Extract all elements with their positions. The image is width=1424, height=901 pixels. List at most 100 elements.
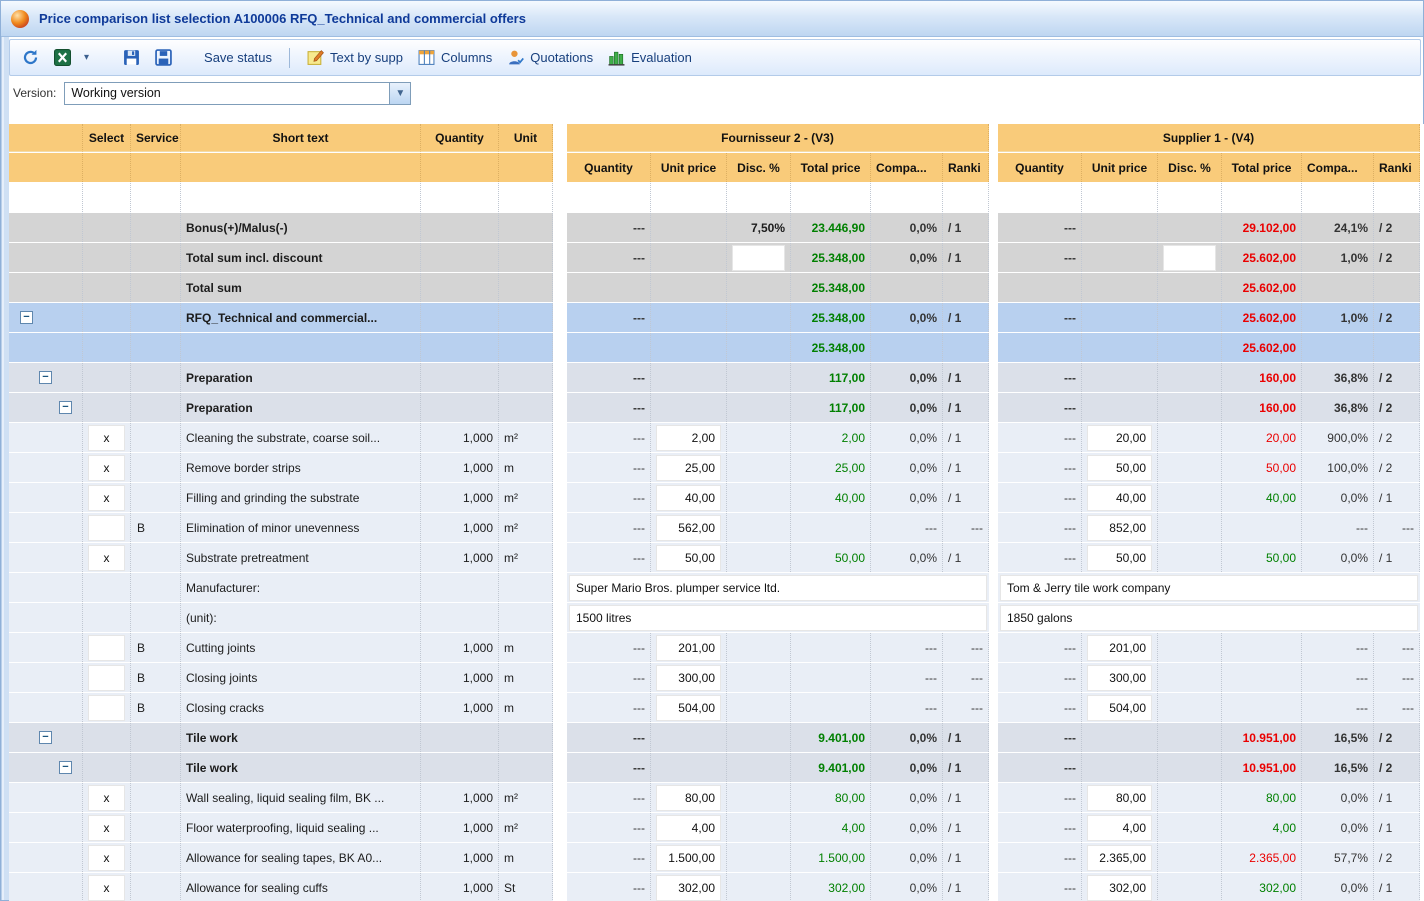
table-row[interactable]: xRemove border strips1,000m---25,0025,00… xyxy=(9,453,1424,483)
f2-discount-input[interactable] xyxy=(732,245,785,271)
column-header-unit[interactable]: Unit xyxy=(499,124,553,152)
subheader-s1-discount[interactable]: Disc. % xyxy=(1158,153,1222,182)
subheader-s1-quantity[interactable]: Quantity xyxy=(998,153,1082,182)
subheader-s1-comparison[interactable]: Compa... xyxy=(1302,153,1374,182)
s1-info-input[interactable]: Tom & Jerry tile work company xyxy=(1000,575,1418,601)
table-row[interactable]: xFilling and grinding the substrate1,000… xyxy=(9,483,1424,513)
table-row[interactable]: −Tile work---9.401,000,0%/ 1---10.951,00… xyxy=(9,753,1424,783)
s1-unit-price-input[interactable]: 40,00 xyxy=(1087,485,1152,511)
quotations-button[interactable]: Quotations xyxy=(503,46,597,69)
s1-info-input[interactable]: 1850 galons xyxy=(1000,605,1418,631)
column-header-short-text[interactable]: Short text xyxy=(181,124,421,152)
collapse-expander-icon[interactable]: − xyxy=(20,311,33,324)
subheader-f2-ranking[interactable]: Ranki xyxy=(943,153,989,182)
select-checkbox[interactable]: x xyxy=(88,785,125,811)
collapse-expander-icon[interactable]: − xyxy=(59,761,72,774)
subheader-s1-total-price[interactable]: Total price xyxy=(1222,153,1302,182)
f2-unit-price-input[interactable]: 80,00 xyxy=(656,785,721,811)
subheader-f2-unit-price[interactable]: Unit price xyxy=(651,153,727,182)
select-checkbox[interactable]: x xyxy=(88,425,125,451)
table-row[interactable]: Total sum25.348,0025.602,00 xyxy=(9,273,1424,303)
table-row[interactable]: BClosing cracks1,000m---504,00---------5… xyxy=(9,693,1424,723)
supplier-group-header-2[interactable]: Supplier 1 - (V4) xyxy=(998,124,1420,152)
subheader-f2-comparison[interactable]: Compa... xyxy=(871,153,943,182)
select-checkbox[interactable]: x xyxy=(88,455,125,481)
f2-unit-price-input[interactable]: 504,00 xyxy=(656,695,721,721)
s1-unit-price-input[interactable]: 4,00 xyxy=(1087,815,1152,841)
table-row[interactable]: BCutting joints1,000m---201,00---------2… xyxy=(9,633,1424,663)
f2-unit-price-input[interactable]: 562,00 xyxy=(656,515,721,541)
s1-unit-price-input[interactable]: 504,00 xyxy=(1087,695,1152,721)
table-row[interactable]: −Preparation---117,000,0%/ 1---160,0036,… xyxy=(9,363,1424,393)
column-header-select[interactable]: Select xyxy=(83,124,131,152)
table-row[interactable]: Bonus(+)/Malus(-)---7,50%23.446,900,0%/ … xyxy=(9,213,1424,243)
select-checkbox[interactable]: x xyxy=(88,545,125,571)
f2-unit-price-input[interactable]: 201,00 xyxy=(656,635,721,661)
s1-unit-price-input[interactable]: 50,00 xyxy=(1087,455,1152,481)
table-row[interactable]: xAllowance for sealing cuffs1,000St---30… xyxy=(9,873,1424,901)
select-checkbox[interactable]: x xyxy=(88,875,125,901)
table-row[interactable]: BElimination of minor unevenness1,000m²-… xyxy=(9,513,1424,543)
table-row[interactable]: Manufacturer:Super Mario Bros. plumper s… xyxy=(9,573,1424,603)
columns-button[interactable]: Columns xyxy=(414,46,496,69)
subheader-f2-quantity[interactable]: Quantity xyxy=(567,153,651,182)
select-checkbox[interactable]: x xyxy=(88,845,125,871)
column-header-expander[interactable] xyxy=(9,124,83,152)
refresh-button[interactable] xyxy=(18,46,43,69)
f2-unit-price-input[interactable]: 25,00 xyxy=(656,455,721,481)
select-checkbox[interactable] xyxy=(88,515,125,541)
subheader-s1-unit-price[interactable]: Unit price xyxy=(1082,153,1158,182)
select-checkbox[interactable] xyxy=(88,665,125,691)
s1-unit-price-input[interactable]: 852,00 xyxy=(1087,515,1152,541)
f2-unit-price-input[interactable]: 50,00 xyxy=(656,545,721,571)
table-row[interactable]: −Tile work---9.401,000,0%/ 1---10.951,00… xyxy=(9,723,1424,753)
s1-unit-price-input[interactable]: 201,00 xyxy=(1087,635,1152,661)
table-row[interactable]: xWall sealing, liquid sealing film, BK .… xyxy=(9,783,1424,813)
excel-dropdown-button[interactable]: ▾ xyxy=(82,50,91,65)
f2-info-input[interactable]: 1500 litres xyxy=(569,605,987,631)
version-input[interactable]: Working version xyxy=(64,82,390,105)
collapse-expander-icon[interactable]: − xyxy=(39,371,52,384)
table-row[interactable]: −Preparation---117,000,0%/ 1---160,0036,… xyxy=(9,393,1424,423)
f2-unit-price-input[interactable]: 302,00 xyxy=(656,875,721,901)
table-row[interactable]: (unit):1500 litres1850 galons xyxy=(9,603,1424,633)
subheader-f2-discount[interactable]: Disc. % xyxy=(727,153,791,182)
select-checkbox[interactable] xyxy=(88,635,125,661)
collapse-expander-icon[interactable]: − xyxy=(39,731,52,744)
s1-unit-price-input[interactable]: 2.365,00 xyxy=(1087,845,1152,871)
table-row[interactable]: Total sum incl. discount---25.348,000,0%… xyxy=(9,243,1424,273)
s1-unit-price-input[interactable]: 300,00 xyxy=(1087,665,1152,691)
version-dropdown-button[interactable]: ▼ xyxy=(390,82,411,105)
table-row[interactable]: xSubstrate pretreatment1,000m²---50,0050… xyxy=(9,543,1424,573)
save-all-button[interactable] xyxy=(151,46,176,69)
column-header-quantity[interactable]: Quantity xyxy=(421,124,499,152)
save-status-button[interactable]: Save status xyxy=(200,47,276,68)
f2-unit-price-input[interactable]: 1.500,00 xyxy=(656,845,721,871)
s1-discount-input[interactable] xyxy=(1163,245,1216,271)
s1-unit-price-input[interactable]: 80,00 xyxy=(1087,785,1152,811)
s1-unit-price-input[interactable]: 50,00 xyxy=(1087,545,1152,571)
f2-unit-price-input[interactable]: 40,00 xyxy=(656,485,721,511)
supplier-group-header-1[interactable]: Fournisseur 2 - (V3) xyxy=(567,124,989,152)
save-button[interactable] xyxy=(119,46,144,69)
select-checkbox[interactable]: x xyxy=(88,485,125,511)
s1-unit-price-input[interactable]: 20,00 xyxy=(1087,425,1152,451)
f2-unit-price-input[interactable]: 4,00 xyxy=(656,815,721,841)
subheader-f2-total-price[interactable]: Total price xyxy=(791,153,871,182)
table-row[interactable]: −RFQ_Technical and commercial...---25.34… xyxy=(9,303,1424,333)
select-checkbox[interactable] xyxy=(88,695,125,721)
table-row[interactable]: xFloor waterproofing, liquid sealing ...… xyxy=(9,813,1424,843)
evaluation-button[interactable]: Evaluation xyxy=(604,46,696,69)
select-checkbox[interactable]: x xyxy=(88,815,125,841)
subheader-s1-ranking[interactable]: Ranki xyxy=(1374,153,1420,182)
excel-export-button[interactable] xyxy=(50,46,75,69)
s1-unit-price-input[interactable]: 302,00 xyxy=(1087,875,1152,901)
table-row[interactable]: xAllowance for sealing tapes, BK A0...1,… xyxy=(9,843,1424,873)
text-by-supplier-button[interactable]: Text by supp xyxy=(303,46,407,69)
f2-info-input[interactable]: Super Mario Bros. plumper service ltd. xyxy=(569,575,987,601)
collapse-expander-icon[interactable]: − xyxy=(59,401,72,414)
table-row[interactable]: BClosing joints1,000m---300,00---------3… xyxy=(9,663,1424,693)
f2-unit-price-input[interactable]: 300,00 xyxy=(656,665,721,691)
table-row[interactable] xyxy=(9,183,1424,213)
table-row[interactable]: xCleaning the substrate, coarse soil...1… xyxy=(9,423,1424,453)
